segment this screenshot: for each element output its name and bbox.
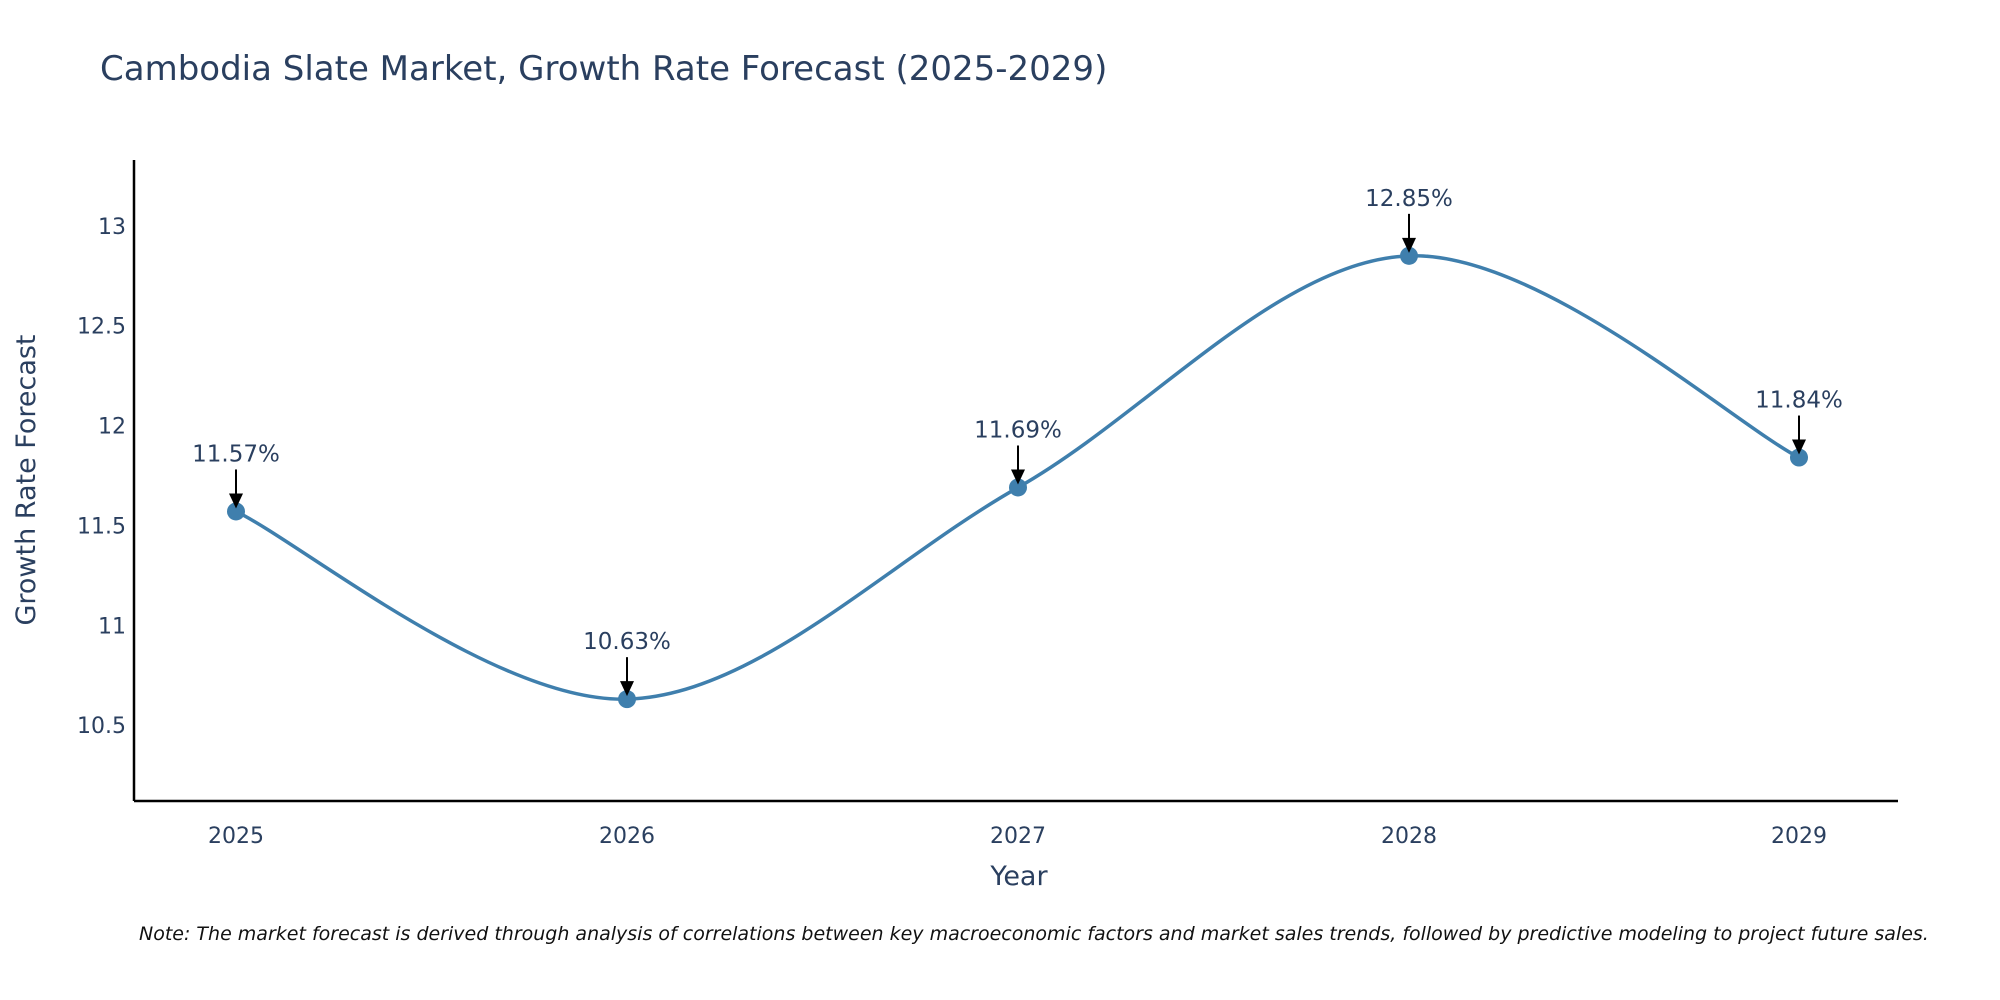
data-point <box>227 502 245 521</box>
data-label: 10.63% <box>583 629 671 655</box>
x-tick-label: 2027 <box>990 824 1046 849</box>
footnote: Note: The market forecast is derived thr… <box>139 923 1929 945</box>
x-tick-label: 2028 <box>1381 824 1437 849</box>
marker-group <box>227 246 1808 709</box>
axes-group <box>132 160 1898 803</box>
annotation-arrowhead <box>1011 469 1025 485</box>
y-tick-label: 13 <box>98 215 126 240</box>
annotation-arrowhead <box>620 681 634 697</box>
x-tick-group: 2025 2026 2027 2028 2029 <box>208 824 1827 849</box>
data-label: 11.69% <box>974 417 1062 443</box>
annotation-group: 11.57% 10.63% 11.69% 12.85% 11.84% <box>192 186 1843 697</box>
annotation-arrowhead <box>229 493 243 509</box>
y-axis-title: Growth Rate Forecast <box>11 334 42 625</box>
x-tick-label: 2026 <box>599 824 655 849</box>
data-label: 11.57% <box>192 441 280 467</box>
data-label: 12.85% <box>1365 186 1453 212</box>
y-tick-label: 12.5 <box>77 315 126 340</box>
data-point <box>618 690 636 709</box>
annotation-arrowhead <box>1792 439 1806 455</box>
y-tick-label: 10.5 <box>77 714 126 739</box>
x-tick-label: 2029 <box>1771 824 1827 849</box>
chart-title: Cambodia Slate Market, Growth Rate Forec… <box>100 49 1107 89</box>
y-tick-group: 10.5 11 11.5 12 12.5 13 <box>77 215 126 739</box>
x-tick-label: 2025 <box>208 824 264 849</box>
y-tick-label: 11.5 <box>77 514 126 539</box>
data-point <box>1400 246 1418 265</box>
data-label: 11.84% <box>1755 388 1843 414</box>
x-axis-title: Year <box>989 861 1048 892</box>
data-point <box>1790 448 1808 467</box>
annotation-arrowhead <box>1402 237 1416 253</box>
data-point <box>1009 478 1027 497</box>
y-tick-label: 12 <box>98 415 126 440</box>
y-tick-label: 11 <box>98 614 126 639</box>
